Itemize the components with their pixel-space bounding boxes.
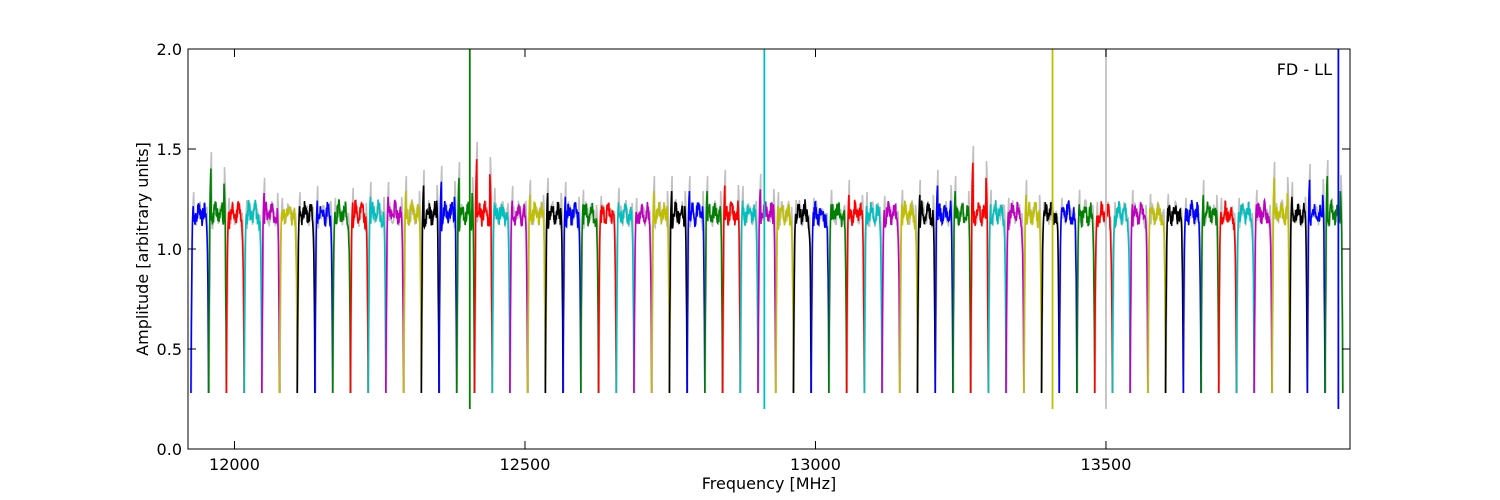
channel-trace [668, 191, 688, 394]
channel-trace [916, 194, 936, 394]
channel-trace [491, 202, 511, 394]
channel-trace [633, 201, 653, 394]
channel-trace [828, 202, 848, 394]
channel-trace [243, 199, 263, 394]
channel-trace [721, 185, 741, 394]
channel-trace [1005, 201, 1025, 394]
x-tick-label: 12500 [500, 455, 551, 474]
channel-trace [367, 196, 387, 394]
channel-trace [385, 196, 405, 394]
channel-trace [650, 191, 671, 394]
chart-annotation: FD - LL [1277, 60, 1332, 79]
x-tick-label: 13500 [1081, 455, 1132, 474]
channel-trace [1164, 204, 1185, 394]
channel-trace [331, 199, 352, 394]
channel-trace [1023, 194, 1043, 394]
channel-trace [207, 168, 228, 394]
channel-trace [1058, 200, 1078, 394]
channel-trace [314, 200, 334, 394]
plot-background [188, 49, 1350, 449]
channel-trace [1288, 196, 1309, 394]
channel-trace [704, 191, 724, 394]
channel-trace [615, 202, 635, 394]
channel-trace [1076, 202, 1096, 394]
channel-trace [1217, 200, 1238, 394]
channel-trace [1271, 177, 1291, 394]
channel-trace [261, 192, 281, 394]
x-tick-label: 13000 [790, 455, 841, 474]
channel-trace [987, 200, 1007, 394]
channel-trace [420, 185, 440, 394]
channel-trace [1111, 200, 1131, 394]
y-tick-label: 2.0 [157, 40, 182, 59]
channel-trace [349, 199, 369, 394]
channel-trace [526, 194, 547, 394]
channel-trace [597, 202, 617, 394]
channel-trace [438, 181, 458, 394]
plot-area [190, 49, 1344, 409]
channel-trace [898, 200, 919, 394]
channel-trace [934, 185, 954, 394]
channel-trace [1324, 175, 1344, 394]
channel-trace [810, 200, 830, 394]
y-tick-label: 1.5 [157, 140, 182, 159]
channel-trace [1147, 203, 1167, 394]
channel-trace [739, 200, 759, 394]
channel-trace [863, 201, 883, 394]
channel-trace [1253, 197, 1273, 394]
channel-trace [509, 200, 529, 394]
channel-trace [455, 177, 476, 394]
channel-trace [792, 199, 812, 394]
channel-trace [225, 201, 245, 394]
channel-trace [544, 192, 564, 394]
y-tick-label: 0.5 [157, 340, 182, 359]
channel-trace [686, 191, 706, 394]
x-axis-label: Frequency [MHz] [702, 474, 836, 493]
channel-trace [1129, 202, 1149, 394]
channel-trace [296, 200, 316, 394]
channel-trace [881, 200, 901, 394]
axis-ticks: 12000 12500 13000 13500 0.0 0.5 1.0 1.5 2.0 [157, 40, 1350, 474]
channel-trace [562, 196, 582, 394]
channel-trace [757, 189, 777, 394]
channel-trace [969, 162, 990, 394]
channel-trace [473, 159, 493, 394]
channel-trace [1093, 201, 1114, 394]
channel-trace [580, 202, 600, 394]
channel-trace [774, 203, 795, 394]
y-tick-label: 0.0 [157, 440, 182, 459]
channel-trace [1040, 201, 1060, 394]
reference-channel-trace [1147, 193, 1167, 394]
channel-trace [845, 194, 866, 394]
channel-trace [278, 205, 298, 394]
channel-trace [1182, 199, 1202, 394]
channel-trace [1235, 201, 1255, 394]
channel-trace [1200, 194, 1220, 394]
y-tick-label: 1.0 [157, 240, 182, 259]
x-tick-label: 12000 [209, 455, 260, 474]
channel-trace [402, 191, 423, 394]
channel-trace [1306, 179, 1326, 394]
reference-channel-trace [704, 175, 724, 394]
channel-trace [190, 202, 210, 394]
channel-trace [952, 191, 972, 394]
y-axis-label: Amplitude [arbitrary units] [133, 142, 152, 356]
